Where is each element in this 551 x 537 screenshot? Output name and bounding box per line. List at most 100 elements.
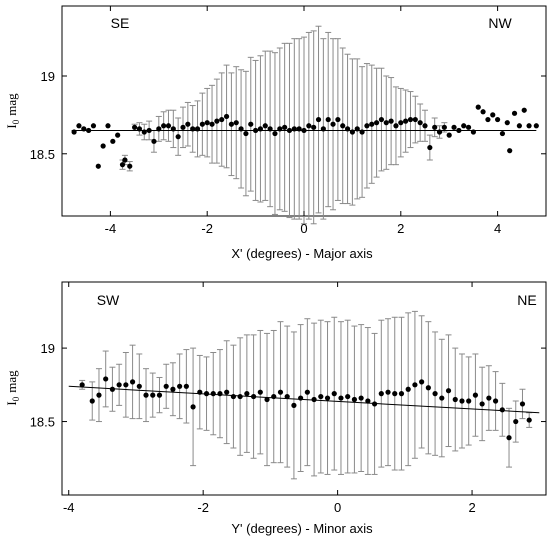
y-tick-label: 19 — [41, 69, 55, 84]
axis-ticks: -4 -2 0 2 4 18.5 19 — [30, 6, 546, 236]
data-point — [286, 127, 293, 134]
data-point — [425, 385, 431, 391]
data-point — [304, 389, 310, 395]
data-point — [526, 123, 532, 129]
data-point — [306, 123, 312, 129]
data-point — [267, 126, 273, 132]
data-point — [533, 123, 539, 129]
data-point — [151, 138, 157, 144]
y-axis-label-main: I — [4, 124, 19, 128]
data-point — [398, 120, 404, 126]
data-point — [210, 391, 216, 397]
data-point — [199, 121, 205, 127]
y-axis-label-sub: 0 — [11, 396, 21, 401]
data-point — [378, 391, 384, 397]
data-point — [272, 130, 278, 137]
data-point — [190, 404, 196, 410]
data-point — [479, 401, 485, 407]
data-point — [103, 376, 109, 382]
data-point — [506, 435, 512, 441]
data-point — [393, 123, 399, 129]
data-point — [432, 391, 438, 397]
data-point — [298, 395, 304, 401]
data-point — [354, 126, 360, 132]
x-tick-label: 2 — [468, 500, 475, 515]
data-point — [175, 134, 181, 140]
data-point — [511, 110, 518, 116]
data-point — [291, 126, 297, 132]
data-point — [315, 116, 322, 123]
data-point — [110, 138, 116, 144]
data-point — [277, 126, 283, 132]
data-point — [412, 116, 418, 123]
data-point — [472, 392, 479, 398]
data-point — [345, 393, 351, 400]
data-point — [170, 386, 176, 392]
data-point — [344, 126, 351, 132]
data-point — [183, 383, 189, 389]
data-point — [136, 383, 142, 389]
data-point — [340, 123, 346, 129]
data-point — [369, 121, 375, 127]
data-point — [228, 121, 234, 127]
x-axis-label: X' (degrees) - Major axis — [231, 246, 373, 261]
data-point — [412, 382, 418, 388]
data-point — [194, 126, 201, 132]
data-point — [459, 398, 465, 404]
data-point — [262, 123, 268, 129]
data-point — [407, 116, 414, 123]
data-point — [79, 382, 85, 388]
data-point — [243, 130, 249, 137]
data-point — [445, 388, 452, 394]
data-point — [441, 124, 447, 130]
y-tick-label: 18.5 — [30, 147, 55, 162]
x-tick-label: 0 — [334, 500, 341, 515]
data-point — [320, 126, 326, 132]
data-point — [132, 124, 138, 130]
data-point — [282, 124, 288, 130]
data-point — [374, 120, 380, 126]
data-point — [109, 386, 116, 392]
data-point — [214, 118, 220, 124]
data-point — [76, 123, 82, 129]
data-point — [250, 393, 257, 400]
y-axis-label-main: I — [4, 401, 19, 405]
data-point — [359, 129, 365, 135]
data-point — [466, 398, 472, 404]
data-point — [291, 402, 297, 408]
data-point — [385, 389, 391, 395]
data-point — [439, 395, 445, 401]
data-point — [95, 163, 101, 169]
data-point — [378, 116, 385, 123]
x-axis-label: Y' (degrees) - Minor axis — [231, 521, 373, 536]
data-point — [325, 116, 331, 123]
data-point — [456, 127, 462, 134]
axis-ticks: -4 -2 0 2 18.5 19 — [30, 282, 546, 515]
data-point — [165, 123, 172, 129]
data-point — [358, 395, 364, 401]
data-point — [526, 417, 532, 423]
y-axis-label: I0 mag — [4, 370, 21, 406]
data-point — [432, 124, 438, 130]
data-point — [486, 395, 492, 401]
data-point — [115, 132, 121, 138]
data-point — [331, 391, 337, 397]
x-tick-label: -2 — [201, 221, 213, 236]
data-point — [499, 407, 505, 413]
data-point — [224, 389, 230, 395]
data-point — [244, 391, 250, 397]
data-point — [446, 132, 452, 138]
data-point — [504, 120, 510, 126]
data-point — [392, 391, 398, 397]
major-axis-panel: -4 -2 0 2 4 18.5 19 SE NW X' (degrees) - Major… — [4, 5, 547, 261]
fit-line — [68, 385, 540, 414]
data-point — [330, 121, 336, 127]
data-point — [146, 127, 152, 134]
data-point — [116, 382, 122, 388]
y-axis-label-unit: mag — [4, 370, 19, 393]
y-tick-label: 18.5 — [30, 415, 55, 430]
data-point — [271, 393, 277, 400]
y-axis-label-sub: 0 — [11, 119, 21, 124]
data-point — [461, 123, 467, 129]
data-point — [90, 123, 97, 129]
